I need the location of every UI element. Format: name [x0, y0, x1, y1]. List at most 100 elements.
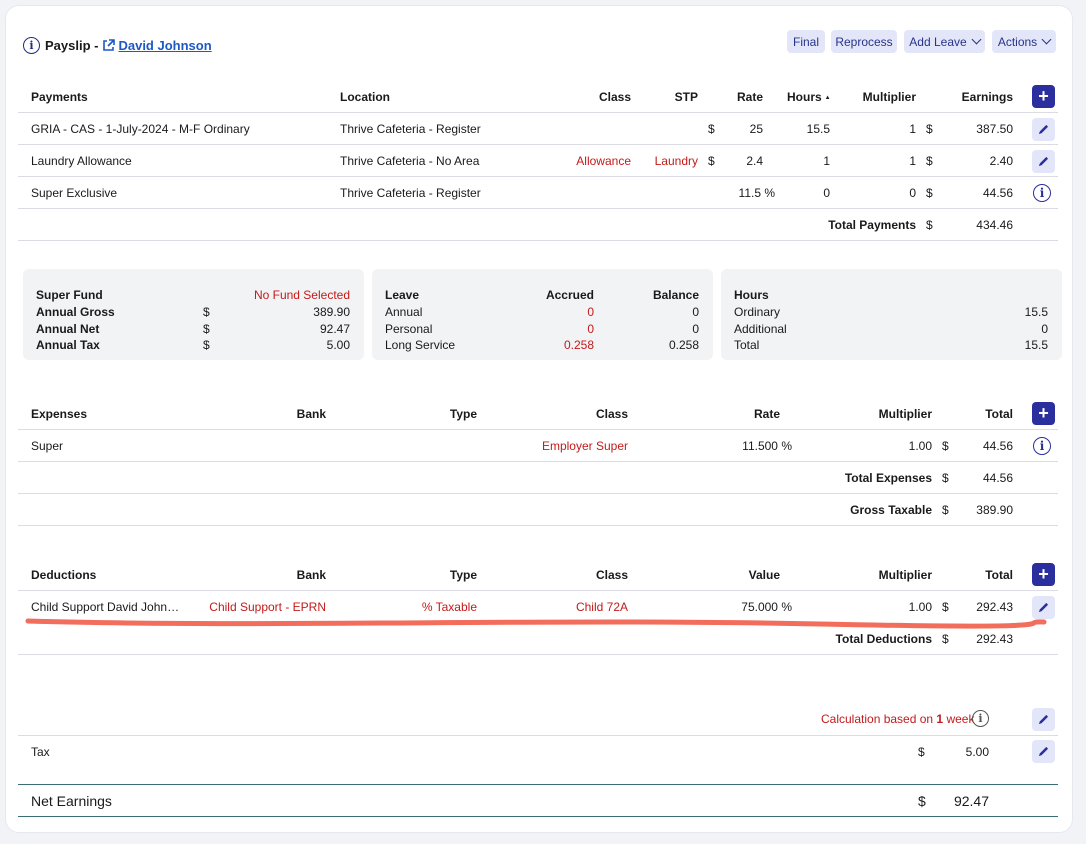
leave-balance: 0.258 — [668, 338, 699, 352]
rate-currency: $ — [708, 154, 715, 168]
leave-balance: 0 — [692, 322, 699, 336]
annual-tax-label: Annual Tax — [36, 338, 100, 352]
edit-tax-calculation-button[interactable] — [1032, 708, 1055, 731]
add-payment-button[interactable]: + — [1032, 85, 1055, 108]
rate-header: Rate — [736, 90, 763, 104]
actions-dropdown[interactable]: Actions — [992, 30, 1056, 53]
deduction-name: Child Support David John… — [31, 600, 180, 614]
currency: $ — [942, 471, 949, 485]
payslip-card — [5, 5, 1073, 833]
hours-type: Total — [734, 338, 760, 352]
super-summary-panel: Super Fund No Fund Selected Annual Gross… — [23, 269, 364, 360]
expense-multiplier: 1.00 — [908, 439, 932, 453]
pencil-icon — [1038, 602, 1049, 613]
leave-balance: 0 — [692, 305, 699, 319]
divider — [18, 735, 1058, 736]
leave-accrued: 0 — [587, 322, 594, 336]
total-header: Total — [985, 568, 1013, 582]
super-fund-value: No Fund Selected — [253, 288, 350, 302]
expense-name: Super — [31, 439, 64, 453]
tax-calculation-note: Calculation based on 1 week — [821, 712, 975, 726]
earnings-currency: $ — [926, 122, 933, 136]
annual-gross-label: Annual Gross — [36, 305, 115, 319]
reprocess-button[interactable]: Reprocess — [831, 30, 897, 53]
rate-header: Rate — [753, 407, 780, 421]
edit-tax-button[interactable] — [1032, 740, 1055, 763]
divider — [18, 461, 1058, 462]
currency: $ — [918, 745, 925, 759]
payment-name: GRIA - CAS - 1-July-2024 - M-F Ordinary — [31, 122, 250, 136]
multiplier-header: Multiplier — [878, 407, 932, 421]
total-payments-value: 434.46 — [976, 218, 1013, 232]
payment-hours: 15.5 — [806, 122, 830, 136]
payment-multiplier: 1 — [909, 154, 916, 168]
annual-tax-value: 5.00 — [326, 338, 350, 352]
location-header: Location — [340, 90, 390, 104]
total-currency: $ — [926, 218, 933, 232]
currency: $ — [203, 322, 210, 336]
type-header: Type — [449, 407, 477, 421]
class-header: Class — [595, 407, 628, 421]
divider — [18, 429, 1058, 430]
rate-currency: $ — [708, 122, 715, 136]
value-header: Value — [748, 568, 780, 582]
info-icon[interactable]: i — [972, 710, 989, 727]
divider — [18, 208, 1058, 209]
earnings-currency: $ — [926, 154, 933, 168]
employee-link[interactable]: David Johnson — [102, 38, 212, 53]
total-header: Total — [985, 407, 1013, 421]
edit-payment-button[interactable] — [1032, 118, 1055, 141]
deduction-total: 292.43 — [976, 600, 1013, 614]
divider — [18, 144, 1058, 145]
add-leave-dropdown[interactable]: Add Leave — [904, 30, 985, 53]
add-deduction-button[interactable]: + — [1032, 563, 1055, 586]
hours-value: 15.5 — [1024, 305, 1048, 319]
pencil-icon — [1038, 746, 1049, 757]
hours-type: Additional — [734, 322, 787, 336]
edit-payment-button[interactable] — [1032, 150, 1055, 173]
annual-net-value: 92.47 — [319, 322, 350, 336]
total-payments-label: Total Payments — [828, 218, 916, 232]
sort-asc-icon: ▲ — [824, 94, 831, 101]
bank-header: Bank — [296, 407, 326, 421]
annual-gross-value: 389.90 — [313, 305, 350, 319]
info-icon[interactable]: i — [23, 36, 40, 54]
total-expenses-label: Total Expenses — [844, 471, 932, 485]
final-button[interactable]: Final — [787, 30, 825, 53]
divider — [18, 816, 1058, 817]
hours-value: 15.5 — [1024, 338, 1048, 352]
divider — [18, 112, 1058, 113]
payment-name: Super Exclusive — [31, 186, 118, 200]
info-icon[interactable]: i — [1033, 437, 1051, 455]
leave-header: Leave — [385, 288, 420, 302]
stp-header: STP — [674, 90, 698, 104]
payment-earnings: 387.50 — [976, 122, 1013, 136]
add-expense-button[interactable]: + — [1032, 402, 1055, 425]
info-icon[interactable]: i — [1033, 184, 1051, 202]
total-deductions-value: 292.43 — [976, 632, 1013, 646]
gross-taxable-value: 389.90 — [976, 503, 1013, 517]
expense-class: Employer Super — [541, 439, 628, 453]
payment-multiplier: 0 — [909, 186, 916, 200]
external-link-icon — [103, 38, 116, 51]
divider — [18, 493, 1058, 494]
hours-header: Hours — [734, 288, 769, 302]
payment-class: Allowance — [576, 154, 631, 168]
payment-rate: 11.5 % — [738, 186, 775, 200]
pencil-icon — [1038, 714, 1049, 725]
leave-accrued: 0 — [587, 305, 594, 319]
super-fund-label: Super Fund — [36, 288, 103, 302]
leave-accrued: 0.258 — [563, 338, 594, 352]
divider — [18, 784, 1058, 785]
hours-header[interactable]: Hours ▲ — [787, 90, 831, 104]
hours-summary-panel: Hours Ordinary 15.5 Additional 0 Total 1… — [721, 269, 1062, 360]
edit-deduction-button[interactable] — [1032, 596, 1055, 619]
pencil-icon — [1038, 124, 1049, 135]
leave-type: Personal — [385, 322, 433, 336]
divider — [18, 654, 1058, 655]
payment-hours: 1 — [823, 154, 830, 168]
deductions-header: Deductions — [31, 568, 97, 582]
chevron-down-icon — [971, 34, 982, 45]
divider — [18, 240, 1058, 241]
gross-taxable-label: Gross Taxable — [850, 503, 932, 517]
